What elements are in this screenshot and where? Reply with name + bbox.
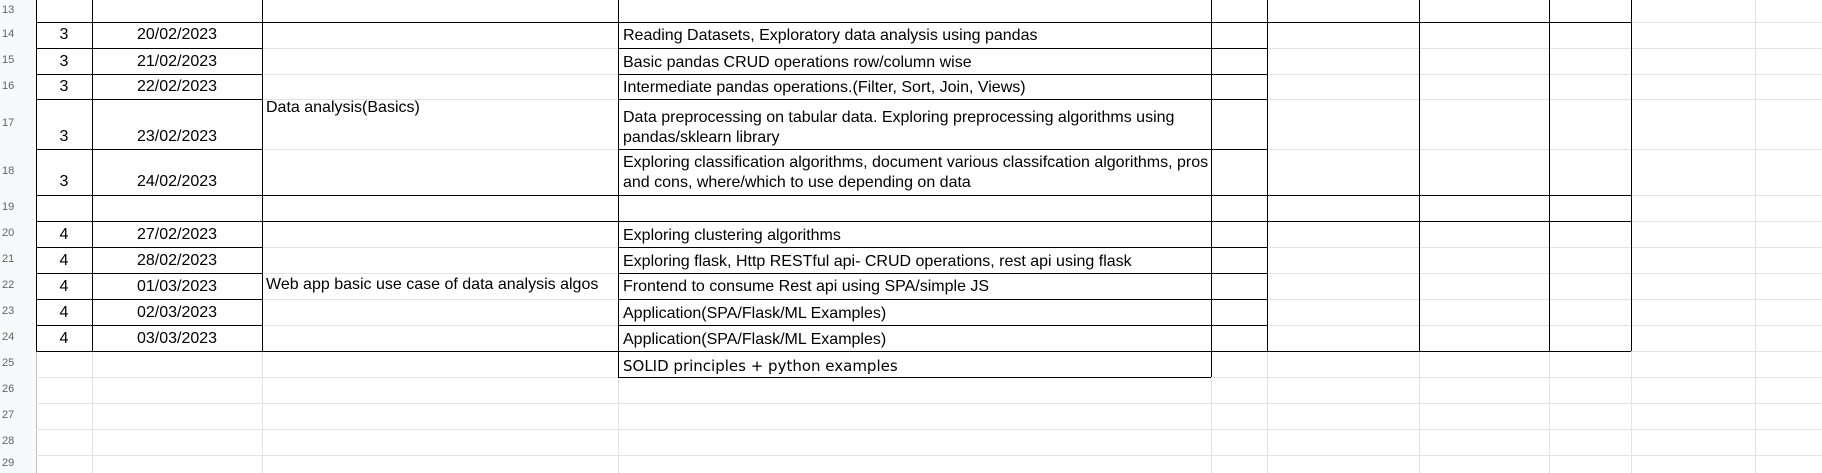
cell-week[interactable]: 3 xyxy=(59,78,69,95)
cell-task[interactable]: SOLID principles + python examples xyxy=(623,357,898,375)
border-vertical xyxy=(92,0,93,22)
border-vertical xyxy=(1419,0,1420,22)
row-number[interactable]: 18 xyxy=(2,165,15,177)
cell-week[interactable]: 3 xyxy=(59,128,69,145)
border-horizontal xyxy=(36,351,1631,352)
cell-date[interactable]: 02/03/2023 xyxy=(136,304,218,321)
border-vertical xyxy=(1211,351,1212,377)
border-vertical xyxy=(262,22,263,351)
cell-date[interactable]: 24/02/2023 xyxy=(136,173,218,190)
row-number[interactable]: 26 xyxy=(2,383,15,395)
border-vertical xyxy=(618,0,619,22)
border-vertical xyxy=(1631,0,1632,22)
cell-task[interactable]: Reading Datasets, Exploratory data analy… xyxy=(623,27,1038,44)
row-number[interactable]: 13 xyxy=(2,4,15,16)
border-vertical xyxy=(262,0,263,22)
border-horizontal xyxy=(36,273,262,274)
row-number[interactable]: 19 xyxy=(2,201,15,213)
border-vertical xyxy=(1211,22,1212,351)
gridline-horizontal xyxy=(36,455,1822,456)
row-number[interactable]: 15 xyxy=(2,54,15,66)
border-vertical xyxy=(1267,0,1268,22)
cell-week[interactable]: 4 xyxy=(59,330,69,347)
cell-topic[interactable]: Data analysis(Basics) xyxy=(266,99,420,116)
row-number[interactable]: 21 xyxy=(2,253,15,265)
border-horizontal xyxy=(618,377,1211,378)
gridline-vertical xyxy=(1755,0,1756,473)
border-vertical xyxy=(1267,22,1268,351)
border-vertical xyxy=(1419,22,1420,351)
border-vertical xyxy=(36,22,37,351)
border-horizontal xyxy=(36,221,1631,222)
border-vertical xyxy=(1631,22,1632,351)
cell-task[interactable]: Basic pandas CRUD operations row/column … xyxy=(623,54,972,71)
border-horizontal xyxy=(36,247,262,248)
border-horizontal xyxy=(36,149,262,150)
cell-task[interactable]: Frontend to consume Rest api using SPA/s… xyxy=(623,278,990,295)
gridline-horizontal xyxy=(36,429,1822,430)
cell-week[interactable]: 4 xyxy=(59,252,69,269)
border-horizontal xyxy=(618,48,1267,49)
cell-task[interactable]: Application(SPA/Flask/ML Examples) xyxy=(623,331,887,348)
border-horizontal xyxy=(36,99,262,100)
border-horizontal xyxy=(618,247,1267,248)
border-vertical xyxy=(1549,22,1550,351)
row-number[interactable]: 29 xyxy=(2,457,15,469)
cell-date[interactable]: 28/02/2023 xyxy=(136,252,218,269)
border-horizontal xyxy=(618,273,1267,274)
cell-date[interactable]: 20/02/2023 xyxy=(136,26,218,43)
border-vertical xyxy=(1549,0,1550,22)
cell-date[interactable]: 23/02/2023 xyxy=(136,128,218,145)
row-number[interactable]: 23 xyxy=(2,305,15,317)
cell-date[interactable]: 27/02/2023 xyxy=(136,226,218,243)
row-number[interactable]: 24 xyxy=(2,331,15,343)
cell-week[interactable]: 3 xyxy=(59,26,69,43)
border-vertical xyxy=(1211,0,1212,22)
row-number[interactable]: 25 xyxy=(2,357,15,369)
border-horizontal xyxy=(36,299,262,300)
row-number[interactable]: 20 xyxy=(2,227,15,239)
cell-date[interactable]: 21/02/2023 xyxy=(136,53,218,70)
cell-date[interactable]: 03/03/2023 xyxy=(136,330,218,347)
cell-task[interactable]: Application(SPA/Flask/ML Examples) xyxy=(623,305,887,322)
cell-task[interactable]: Exploring clustering algorithms xyxy=(623,227,841,244)
cell-task[interactable]: Data preprocessing on tabular data. Expl… xyxy=(623,109,1175,146)
cell-week[interactable]: 4 xyxy=(59,304,69,321)
border-horizontal xyxy=(618,299,1267,300)
border-horizontal xyxy=(618,99,1267,100)
border-vertical xyxy=(618,22,619,351)
row-number[interactable]: 17 xyxy=(2,117,15,129)
cell-week[interactable]: 4 xyxy=(59,226,69,243)
border-vertical xyxy=(36,0,37,22)
border-horizontal xyxy=(36,22,1631,23)
row-number[interactable]: 16 xyxy=(2,79,15,92)
cell-task[interactable]: Exploring classification algorithms, doc… xyxy=(623,154,1209,191)
border-vertical xyxy=(92,22,93,351)
cell-week[interactable]: 3 xyxy=(59,53,69,70)
border-horizontal xyxy=(36,74,262,75)
border-horizontal xyxy=(618,149,1267,150)
row-number[interactable]: 14 xyxy=(2,28,15,40)
gridline-horizontal xyxy=(36,403,1822,404)
row-number[interactable]: 27 xyxy=(2,409,15,421)
border-horizontal xyxy=(36,48,262,49)
cell-task[interactable]: Exploring flask, Http RESTful api- CRUD … xyxy=(623,253,1132,270)
row-number[interactable]: 28 xyxy=(2,435,15,447)
border-horizontal xyxy=(36,325,262,326)
cell-date[interactable]: 01/03/2023 xyxy=(136,278,218,295)
border-horizontal xyxy=(36,195,1631,196)
cell-task[interactable]: Intermediate pandas operations.(Filter, … xyxy=(623,79,1026,96)
cell-week[interactable]: 3 xyxy=(59,173,69,190)
row-number[interactable]: 22 xyxy=(2,279,15,291)
border-vertical xyxy=(618,351,619,377)
border-horizontal xyxy=(618,325,1267,326)
cell-topic[interactable]: Web app basic use case of data analysis … xyxy=(266,276,599,293)
cell-week[interactable]: 4 xyxy=(59,278,69,295)
border-horizontal xyxy=(618,74,1267,75)
cell-date[interactable]: 22/02/2023 xyxy=(136,78,218,95)
row-header-column[interactable]: 13 14 15 16 17 18 19 20 21 22 23 24 25 26 27 28 29 xyxy=(0,0,37,473)
